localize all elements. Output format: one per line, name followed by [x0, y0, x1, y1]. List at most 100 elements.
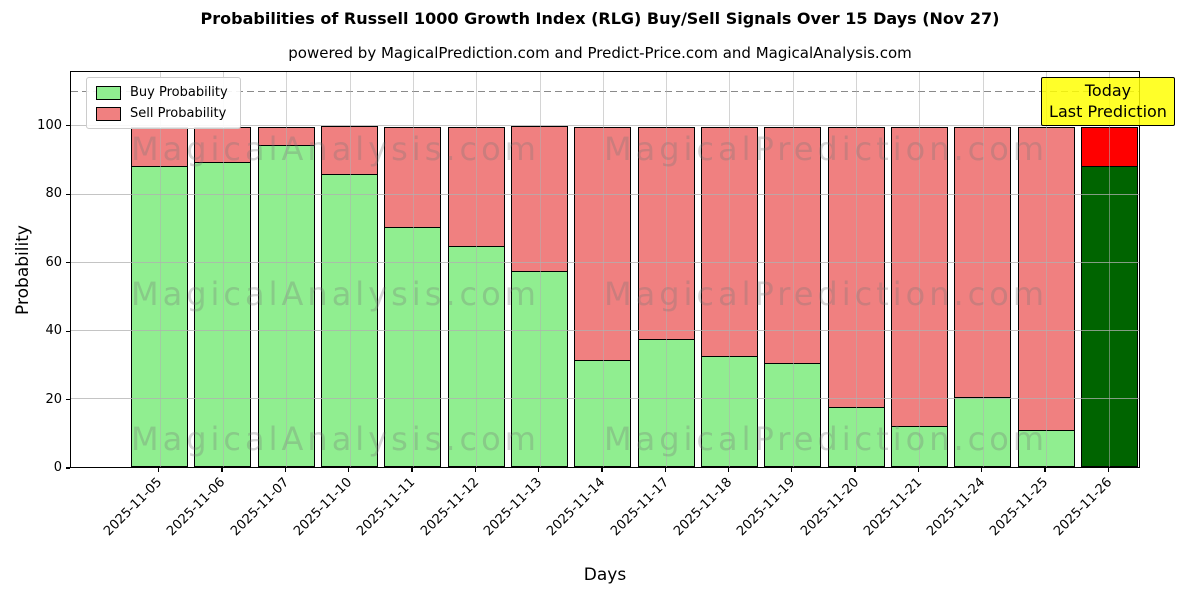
x-tick-mark [537, 468, 540, 472]
today-annotation-line2: Last Prediction [1049, 102, 1167, 122]
x-tick-label-text: 2025-11-21 [860, 475, 926, 540]
y-tick-mark [66, 398, 70, 401]
x-tick-label-text: 2025-11-17 [607, 475, 672, 540]
x-tick-mark [727, 468, 730, 472]
y-tick-label: 60 [45, 254, 62, 270]
bar-segment-buy [194, 162, 252, 467]
chart-subtitle: powered by MagicalPrediction.com and Pre… [288, 44, 912, 62]
legend-label-sell: Sell Probability [130, 106, 227, 121]
x-tick-mark [1107, 468, 1110, 472]
bar-segment-sell [890, 126, 948, 427]
y-tick-mark [66, 193, 70, 195]
bar-segment-buy [321, 174, 379, 467]
bar-segment-buy [447, 245, 505, 467]
plot-area: Buy Probability Sell Probability Magical… [70, 71, 1140, 468]
today-annotation-line1: Today [1084, 81, 1132, 100]
x-tick-label-text: 2025-11-11 [354, 475, 419, 540]
watermark-right: MagicalPrediction.com [604, 130, 1048, 168]
x-gridline [476, 72, 478, 467]
y-tick-label: 40 [45, 323, 62, 339]
today-annotation: Today Last Prediction [1041, 77, 1175, 127]
bar-segment-buy [954, 397, 1012, 467]
buy-probability-swatch [96, 85, 121, 100]
bar-segment-sell [447, 126, 505, 246]
bar-segment-buy [827, 407, 885, 467]
x-tick-label-text: 2025-11-20 [797, 475, 862, 540]
legend-item-sell: Sell Probability [96, 106, 228, 121]
x-gridline [539, 72, 541, 467]
x-gridline [792, 72, 794, 467]
y-tick-mark [66, 467, 70, 469]
watermark-right: MagicalPrediction.com [604, 275, 1048, 313]
bar-segment-buy [764, 363, 822, 467]
bar-segment-buy [890, 426, 948, 467]
x-tick-mark [664, 468, 666, 472]
x-tick-mark [411, 468, 413, 472]
x-axis-label: Days [583, 565, 627, 585]
dashed-guide-line [71, 90, 1139, 93]
x-gridline [1109, 72, 1111, 467]
x-gridline [222, 72, 224, 467]
bar-segment-buy [1080, 165, 1138, 467]
y-tick-mark [66, 125, 70, 127]
x-tick-mark [854, 468, 856, 472]
x-tick-label-text: 2025-11-10 [291, 475, 356, 540]
x-tick-mark [791, 468, 793, 472]
y-tick-label: 0 [53, 460, 62, 475]
watermark-left: MagicalAnalysis.com [131, 420, 540, 458]
x-tick-mark [917, 468, 920, 472]
x-tick-label-text: 2025-11-13 [481, 475, 546, 540]
bar-segment-buy [257, 145, 315, 467]
y-tick-label: 20 [45, 391, 62, 407]
x-tick-label-text: 2025-11-05 [101, 475, 166, 540]
bar-segment-buy [511, 271, 568, 467]
bar-segment-buy [131, 165, 189, 467]
bar-segment-buy [574, 359, 632, 467]
bar-segment-buy [637, 339, 695, 467]
x-gridline [349, 72, 351, 467]
x-tick-mark [601, 468, 603, 472]
x-tick-mark [221, 468, 223, 472]
x-gridline [286, 72, 288, 467]
x-tick-mark [1044, 468, 1046, 472]
y-gridline [71, 397, 1139, 399]
y-tick-label: 100 [37, 117, 62, 133]
x-gridline [982, 72, 984, 467]
y-gridline [71, 193, 1139, 195]
x-tick-label-text: 2025-11-26 [1050, 475, 1115, 540]
x-tick-mark [284, 468, 286, 472]
bar-segment-sell [574, 126, 632, 360]
y-tick-mark [66, 262, 70, 264]
x-gridline [1046, 72, 1048, 467]
bar-segment-sell [1017, 126, 1075, 430]
bar-segment-buy [700, 356, 758, 467]
bar-segment-sell [1080, 126, 1138, 166]
x-tick-label-text: 2025-11-06 [164, 475, 229, 540]
x-gridline [729, 72, 731, 467]
bar-segment-sell [764, 126, 822, 364]
x-tick-label-text: 2025-11-07 [227, 475, 292, 540]
x-tick-mark [158, 468, 160, 472]
x-tick-label-text: 2025-11-24 [924, 475, 989, 540]
x-gridline [412, 72, 414, 467]
y-gridline [71, 329, 1139, 331]
bar-segment-sell [257, 126, 315, 146]
bar-segment-sell [637, 126, 695, 340]
bar-segment-sell [194, 126, 252, 163]
chart-title: Probabilities of Russell 1000 Growth Ind… [200, 9, 1000, 28]
bar-segment-buy [1017, 429, 1075, 467]
x-gridline [919, 72, 921, 467]
bar-segment-buy [384, 226, 442, 467]
x-tick-mark [981, 468, 983, 472]
y-axis-label: Probability [13, 225, 33, 315]
x-tick-label-text: 2025-11-14 [544, 475, 609, 540]
watermark-right: MagicalPrediction.com [604, 420, 1048, 458]
x-tick-mark [347, 468, 350, 472]
x-tick-label-text: 2025-11-25 [987, 475, 1052, 540]
x-gridline [602, 72, 604, 467]
legend-label-buy: Buy Probability [130, 85, 228, 100]
watermark-left: MagicalAnalysis.com [131, 275, 540, 313]
legend-item-buy: Buy Probability [96, 85, 228, 100]
x-gridline [666, 72, 668, 467]
